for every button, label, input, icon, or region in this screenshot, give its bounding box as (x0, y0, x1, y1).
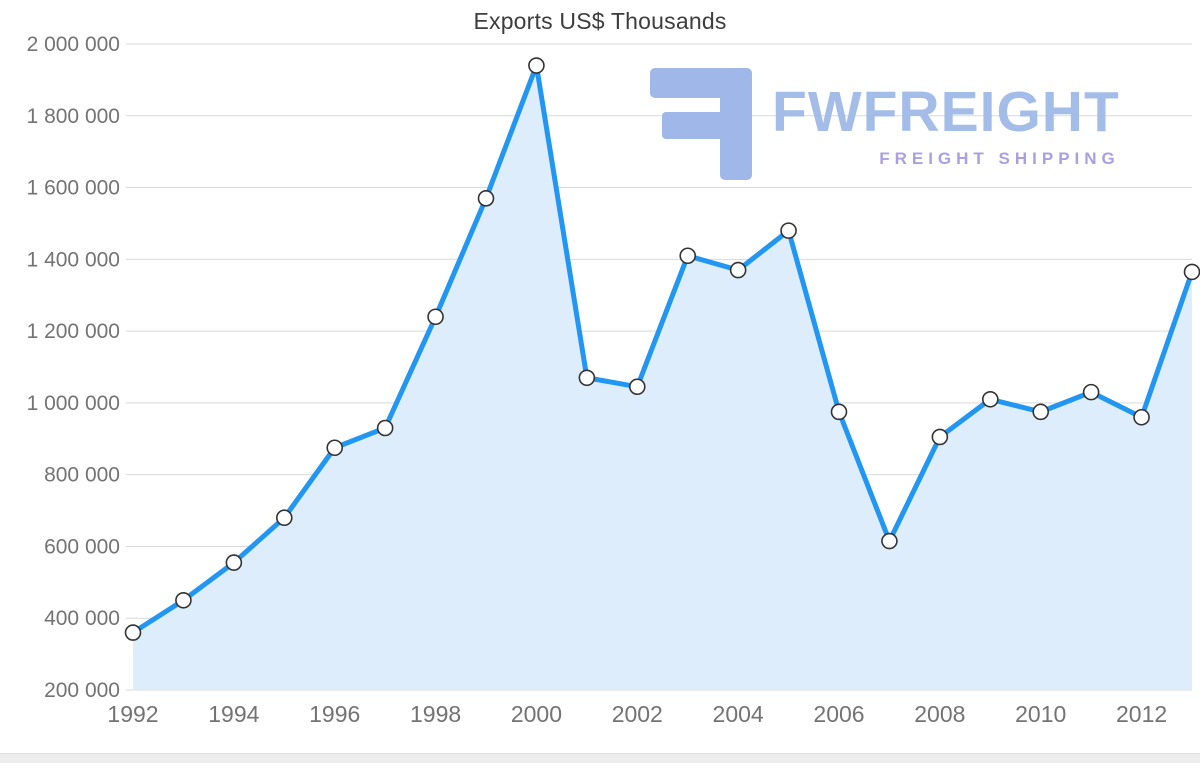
data-point-marker[interactable] (175, 591, 192, 609)
data-point-marker[interactable] (1133, 408, 1150, 426)
data-point-marker[interactable] (981, 390, 999, 408)
data-point-marker[interactable] (729, 261, 747, 279)
x-axis-tick-label: 2000 (511, 701, 562, 727)
y-axis-tick-label: 400 000 (44, 607, 120, 630)
y-axis-tick-label: 1 800 000 (27, 105, 120, 128)
x-axis-tick-label: 2004 (713, 701, 764, 727)
data-point-marker[interactable] (780, 222, 797, 239)
data-point-marker[interactable] (124, 624, 142, 641)
data-point-marker[interactable] (1032, 403, 1050, 421)
x-axis-tick-label: 2012 (1116, 701, 1167, 727)
series-line (130, 63, 1195, 636)
y-axis-tick-label: 200 000 (44, 679, 120, 702)
y-axis-tick-label: 600 000 (44, 535, 120, 558)
data-point-marker[interactable] (427, 308, 444, 326)
x-axis-tick-label: 2008 (914, 701, 965, 727)
x-axis-tick-label: 2006 (813, 701, 864, 727)
y-axis-tick-label: 1 200 000 (27, 320, 120, 343)
x-axis-tick-label: 1992 (107, 701, 158, 727)
data-point-marker[interactable] (225, 554, 243, 571)
x-axis-tick-label: 1996 (309, 701, 360, 727)
data-point-marker[interactable] (578, 369, 596, 387)
data-point-marker[interactable] (881, 532, 898, 550)
x-axis-tick-label: 1994 (208, 701, 259, 727)
data-point-marker[interactable] (326, 439, 344, 457)
data-point-marker[interactable] (477, 190, 495, 207)
y-axis-tick-label: 1 400 000 (27, 248, 120, 271)
area-fill (133, 65, 1192, 691)
data-point-marker[interactable] (931, 428, 949, 446)
x-axis-tick-label: 2002 (612, 701, 663, 727)
data-point-marker[interactable] (628, 378, 646, 396)
y-axis-tick-label: 800 000 (44, 464, 120, 487)
data-point-marker[interactable] (528, 57, 545, 74)
data-point-marker[interactable] (1082, 383, 1100, 401)
data-point-marker[interactable] (275, 509, 293, 527)
data-point-marker[interactable] (376, 419, 394, 437)
data-point-marker[interactable] (830, 403, 848, 421)
chart-title: Exports US$ Thousands (473, 8, 727, 34)
horizontal-scrollbar[interactable] (0, 753, 1200, 763)
y-axis-tick-label: 2 000 000 (27, 33, 120, 56)
x-axis-tick-label: 2010 (1015, 701, 1066, 727)
data-point-marker[interactable] (679, 247, 697, 265)
x-axis-tick-label: 1998 (410, 701, 461, 727)
y-axis-tick-label: 1 000 000 (27, 392, 120, 415)
data-point-marker[interactable] (1183, 263, 1200, 281)
y-axis-tick-label: 1 600 000 (27, 177, 120, 200)
